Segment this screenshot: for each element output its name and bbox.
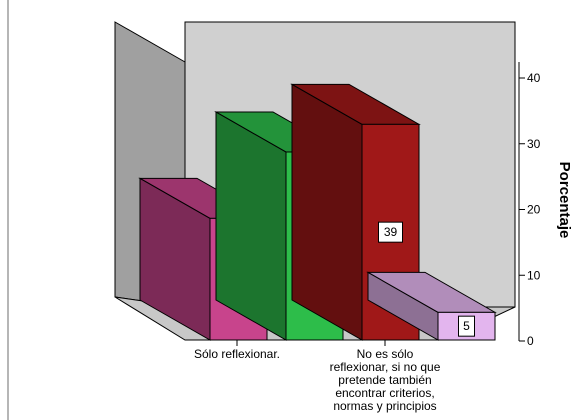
- data-label: 5: [463, 319, 470, 333]
- y-tick-label: 10: [527, 268, 541, 282]
- y-axis-title: Porcentaje: [556, 162, 573, 239]
- bar-side-face: [291, 83, 363, 341]
- data-label-box: [378, 221, 403, 243]
- bar: 5: [366, 271, 497, 341]
- y-tick-label: 0: [527, 334, 534, 348]
- bar: 39: [290, 83, 421, 341]
- x-tick-label: Sólo reflexionar.: [194, 347, 280, 361]
- y-axis: 0 10 20 30 40 Porcentaje: [518, 62, 573, 348]
- data-label-box: [458, 315, 475, 337]
- y-tick-label: 30: [527, 137, 541, 151]
- x-tick-label: No es sólo reflexionar, si no que pretende…: [330, 347, 441, 413]
- y-tick-label: 40: [527, 71, 541, 85]
- y-tick-label: 20: [527, 203, 541, 217]
- data-label: 39: [384, 225, 398, 239]
